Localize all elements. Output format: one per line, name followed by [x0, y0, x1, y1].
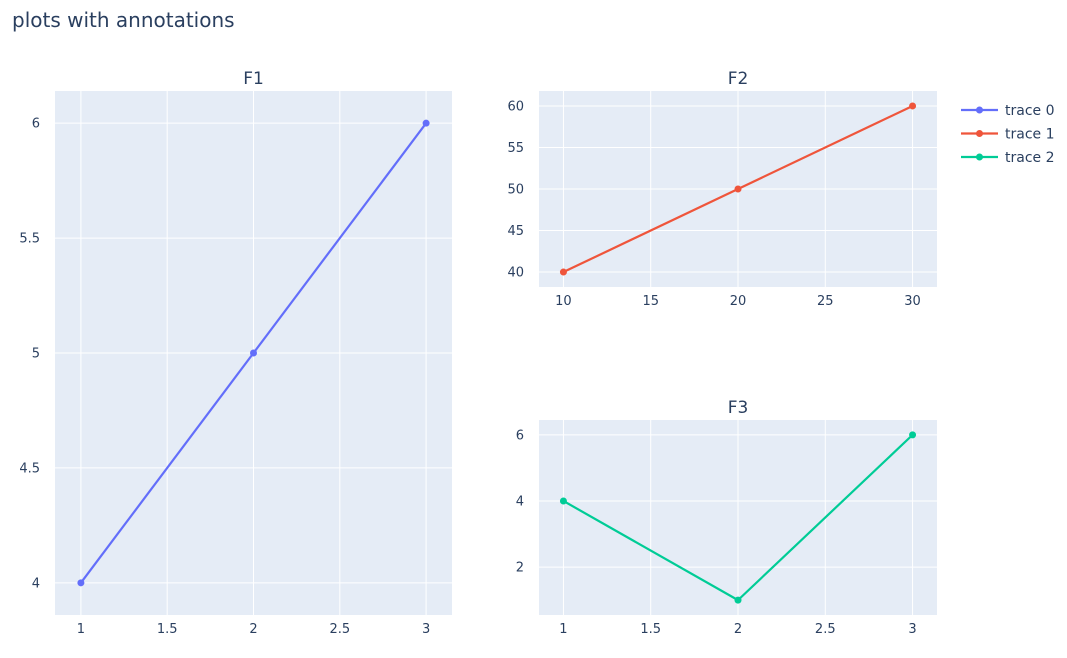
x-tick-label: 25	[817, 294, 834, 309]
legend-marker	[976, 106, 983, 114]
x-tick-label: 1	[559, 622, 567, 637]
subplot-f2: 10 15 20 25 30 40 45 50 55 60 F2	[507, 69, 937, 309]
y-tick-label: 2	[516, 561, 524, 576]
subplot-f3: 1 1.5 2 2.5 3 2 4 6 F3	[516, 398, 937, 637]
x-tick-label: 1.5	[157, 622, 178, 637]
legend-marker	[976, 130, 983, 137]
y-tick-label: 5.5	[19, 232, 40, 247]
legend-item-trace-1[interactable]: trace 1	[961, 127, 1055, 143]
subplot-title-f3: F3	[728, 398, 749, 418]
subplot-title-f1: F1	[243, 69, 264, 89]
y-tick-label: 6	[32, 117, 40, 132]
subplot-title-f2: F2	[728, 69, 749, 89]
y-tick-label: 5	[32, 347, 40, 362]
x-tick-label: 2	[734, 622, 742, 637]
legend-item-trace-2[interactable]: trace 2	[961, 150, 1055, 166]
y-tick-label: 45	[507, 224, 524, 239]
y-tick-label: 55	[507, 141, 524, 156]
legend-item-trace-0[interactable]: trace 0	[961, 103, 1055, 119]
data-point[interactable]	[422, 119, 430, 127]
x-tick-label: 2	[249, 622, 257, 637]
y-tick-label: 4.5	[19, 461, 40, 476]
data-point[interactable]	[559, 497, 567, 505]
x-tick-label: 3	[908, 622, 916, 637]
data-point[interactable]	[909, 431, 917, 439]
y-tick-label: 6	[516, 428, 524, 443]
subplot-f1: 1 1.5 2 2.5 3 4 4.5 5 5.5 6 F1	[19, 69, 452, 637]
x-tick-label: 2.5	[329, 622, 350, 637]
page-title: plots with annotations	[12, 8, 235, 32]
x-tick-label: 1.5	[640, 622, 661, 637]
x-tick-label: 15	[642, 294, 659, 309]
data-point[interactable]	[77, 579, 85, 587]
y-tick-label: 40	[507, 266, 524, 281]
data-point[interactable]	[909, 102, 917, 110]
data-point[interactable]	[734, 185, 742, 193]
x-tick-label: 30	[904, 294, 921, 309]
y-tick-label: 4	[516, 494, 524, 509]
y-tick-label: 4	[32, 576, 40, 591]
x-tick-label: 3	[422, 622, 430, 637]
x-tick-label: 10	[555, 294, 572, 309]
data-point[interactable]	[559, 268, 567, 276]
x-tick-label: 20	[730, 294, 747, 309]
legend: trace 0 trace 1 trace 2	[961, 103, 1055, 166]
data-point[interactable]	[250, 349, 257, 357]
legend-marker	[976, 153, 983, 161]
y-tick-label: 50	[507, 183, 524, 198]
legend-label: trace 1	[1005, 127, 1055, 143]
x-tick-label: 1	[77, 622, 85, 637]
legend-label: trace 2	[1005, 150, 1055, 166]
legend-label: trace 0	[1005, 103, 1055, 119]
data-point[interactable]	[734, 596, 742, 604]
y-tick-label: 60	[507, 99, 524, 114]
x-tick-label: 2.5	[815, 622, 836, 637]
